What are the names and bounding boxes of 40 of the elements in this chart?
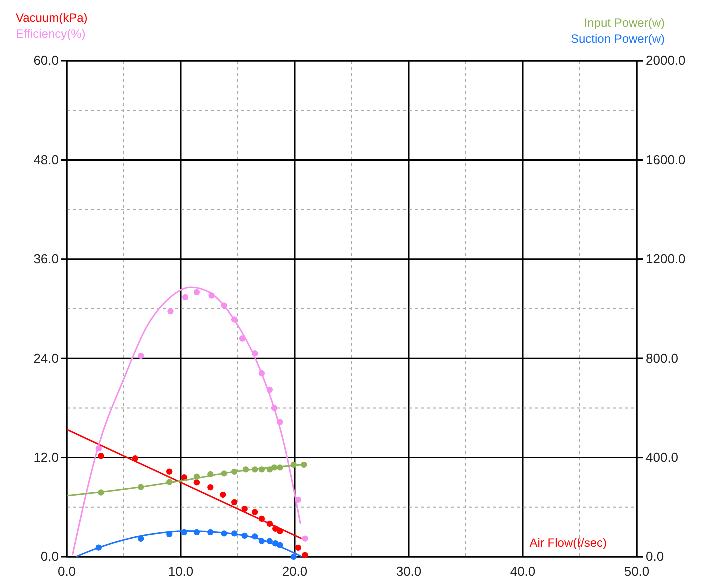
text: Efficiency(%): [16, 27, 86, 41]
x-tick-label: 20.0: [282, 564, 308, 580]
point: [252, 509, 258, 516]
point: [138, 353, 144, 360]
text: Vacuum(kPa): [16, 11, 88, 25]
point: [302, 552, 308, 558]
point: [168, 308, 174, 315]
y2-tick-label: 800.0: [646, 350, 679, 366]
x-tick-label: 50.0: [624, 564, 650, 580]
y-tick-label: 36.0: [34, 252, 59, 267]
point: [302, 536, 308, 542]
y2-tick-label: 2000.0: [646, 53, 686, 68]
y2-tick-label: 1600.0: [646, 152, 686, 168]
point: [242, 506, 248, 512]
point: [182, 294, 189, 301]
y-tick-label: 60.0: [34, 53, 59, 68]
point: [208, 484, 214, 491]
y-tick-label: 48.0: [34, 152, 59, 168]
point: [98, 453, 104, 460]
x-tick-label: 30.0: [396, 564, 422, 580]
point: [295, 544, 302, 551]
x-tick-label: 40.0: [510, 564, 536, 580]
text: Suction Power(w): [570, 32, 666, 46]
text: Input Power(w): [584, 16, 665, 30]
y2-tick-label: 0.0: [646, 549, 664, 564]
point: [290, 554, 297, 560]
y-tick-label: 0.0: [40, 549, 59, 564]
y-tick-label: 12.0: [34, 450, 59, 465]
y-tick-label: 24.0: [34, 350, 59, 366]
point: [166, 468, 173, 475]
y2-tick-label: 1200.0: [646, 252, 686, 267]
point: [194, 480, 200, 486]
y2-tick-label: 400.0: [646, 450, 679, 465]
x-axis-title: Air Flow(ℓ/sec): [530, 536, 607, 550]
x-tick-label: 0.0: [58, 564, 76, 580]
point: [231, 499, 238, 506]
x-tick-label: 10.0: [168, 564, 194, 580]
line-series: [72, 286, 302, 556]
point: [220, 492, 226, 498]
point: [194, 289, 200, 296]
